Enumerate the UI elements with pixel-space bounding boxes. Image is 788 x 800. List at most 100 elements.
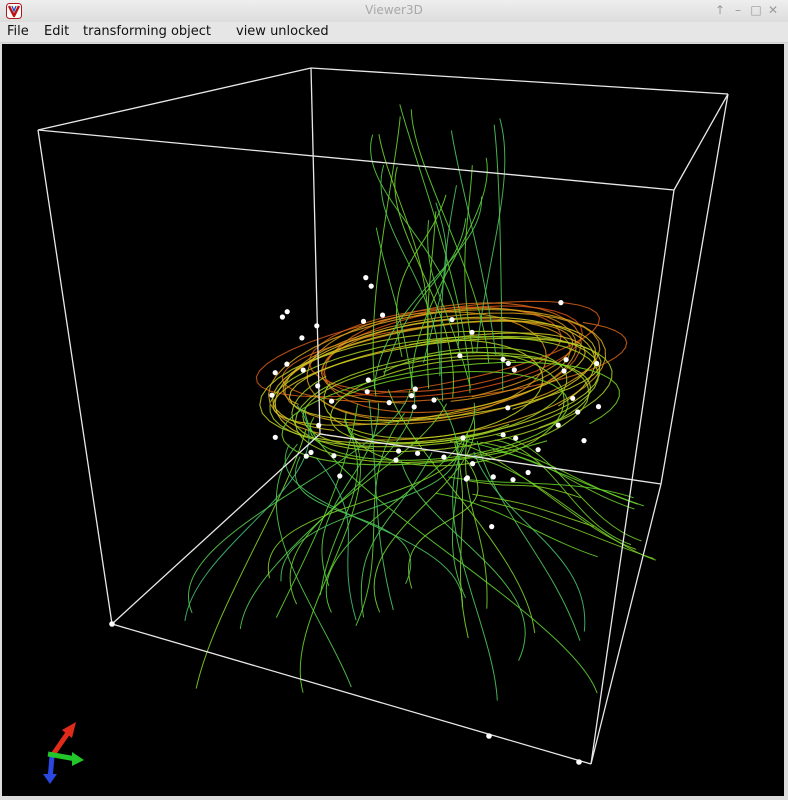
box-edge xyxy=(37,129,113,625)
seed-point xyxy=(396,448,402,454)
streamline xyxy=(473,451,586,632)
streamline xyxy=(455,438,644,507)
seed-point xyxy=(272,434,278,440)
seed-point xyxy=(505,405,511,411)
streamline xyxy=(493,124,504,391)
streamline xyxy=(383,218,467,377)
streamline xyxy=(355,412,405,627)
streamline xyxy=(368,400,394,611)
seed-point xyxy=(331,453,337,459)
streamline xyxy=(464,433,488,609)
box-edge xyxy=(111,433,321,625)
streamline xyxy=(360,452,433,618)
axes-orientation-icon xyxy=(43,722,84,784)
axis-x-arrowhead xyxy=(62,722,76,738)
seed-point xyxy=(570,395,576,401)
seed-point xyxy=(329,398,335,404)
streamline xyxy=(319,419,358,596)
axis-z-arrowhead xyxy=(43,774,57,784)
window-title: Viewer3D xyxy=(365,3,423,17)
streamline xyxy=(320,318,571,404)
box-edge xyxy=(310,67,729,95)
streamline xyxy=(375,227,415,396)
streamline xyxy=(472,493,594,527)
seed-point xyxy=(555,422,561,428)
streamline xyxy=(410,109,490,364)
streamline xyxy=(454,442,469,639)
seed-point xyxy=(525,469,531,476)
box-edge xyxy=(673,93,729,191)
streamline xyxy=(440,185,457,402)
maximize-icon[interactable]: □ xyxy=(750,3,762,17)
seed-point xyxy=(513,435,519,441)
menu-view-unlocked[interactable]: view unlocked xyxy=(236,24,329,39)
streamline xyxy=(188,389,411,614)
streamline xyxy=(380,164,441,377)
box-edge xyxy=(37,67,312,131)
scene-canvas[interactable] xyxy=(2,44,784,796)
viewer-app-icon[interactable] xyxy=(6,3,22,19)
seed-point xyxy=(449,317,455,323)
streamline xyxy=(291,335,613,453)
streamline xyxy=(275,443,352,688)
streamline xyxy=(496,434,642,542)
streamline xyxy=(285,444,463,608)
seed-point xyxy=(269,392,275,398)
seed-point xyxy=(386,400,392,406)
streamline xyxy=(272,319,597,431)
streamline xyxy=(372,116,401,397)
seed-point xyxy=(595,404,602,410)
pin-icon[interactable]: ↑ xyxy=(714,3,726,17)
streamline xyxy=(269,336,599,448)
seed-point xyxy=(463,476,469,482)
seed-point xyxy=(411,404,417,410)
title-bar[interactable]: Viewer3D ↑ – □ ✕ xyxy=(0,0,788,23)
seed-point xyxy=(315,383,321,389)
menu-file[interactable]: File xyxy=(7,24,29,39)
box-edge xyxy=(590,483,662,765)
streamline xyxy=(267,435,466,579)
seed-point xyxy=(360,318,367,324)
streamline xyxy=(281,321,628,403)
streamline xyxy=(474,457,656,561)
streamlines xyxy=(184,104,656,701)
axis-y-arrow xyxy=(47,751,77,762)
3d-viewport[interactable] xyxy=(2,44,784,796)
seed-point xyxy=(393,457,399,463)
seed-point xyxy=(511,367,517,373)
seed-point xyxy=(284,309,290,315)
streamline xyxy=(370,134,459,348)
streamline xyxy=(448,476,634,499)
corner-marker xyxy=(109,621,115,627)
streamline xyxy=(323,339,544,439)
box-edge xyxy=(37,129,675,191)
seed-point xyxy=(409,393,415,399)
seed-point xyxy=(490,474,496,480)
streamline xyxy=(411,157,488,389)
seed-point xyxy=(510,477,516,483)
menu-edit[interactable]: Edit xyxy=(44,24,70,39)
seed-point xyxy=(308,449,314,455)
streamline xyxy=(436,397,466,599)
menu-transforming-object[interactable]: transforming object xyxy=(83,24,212,39)
seed-point xyxy=(489,524,495,530)
bounding-box xyxy=(37,67,729,765)
seed-point xyxy=(415,450,421,456)
streamline xyxy=(284,312,601,426)
streamline xyxy=(468,480,581,499)
streamline xyxy=(464,165,474,354)
seed-point xyxy=(364,389,370,395)
seed-point xyxy=(300,367,306,373)
streamline xyxy=(330,358,516,445)
axis-x-arrow xyxy=(49,728,73,758)
minimize-icon[interactable]: – xyxy=(735,3,741,17)
seed-point xyxy=(500,432,506,438)
seed-point xyxy=(363,275,369,281)
streamline xyxy=(304,408,598,694)
corner-marker xyxy=(486,733,492,739)
seed-point xyxy=(500,356,506,362)
close-icon[interactable]: ✕ xyxy=(767,3,779,17)
seed-point xyxy=(505,360,511,366)
seed-point xyxy=(469,329,475,335)
streamline xyxy=(195,429,307,689)
